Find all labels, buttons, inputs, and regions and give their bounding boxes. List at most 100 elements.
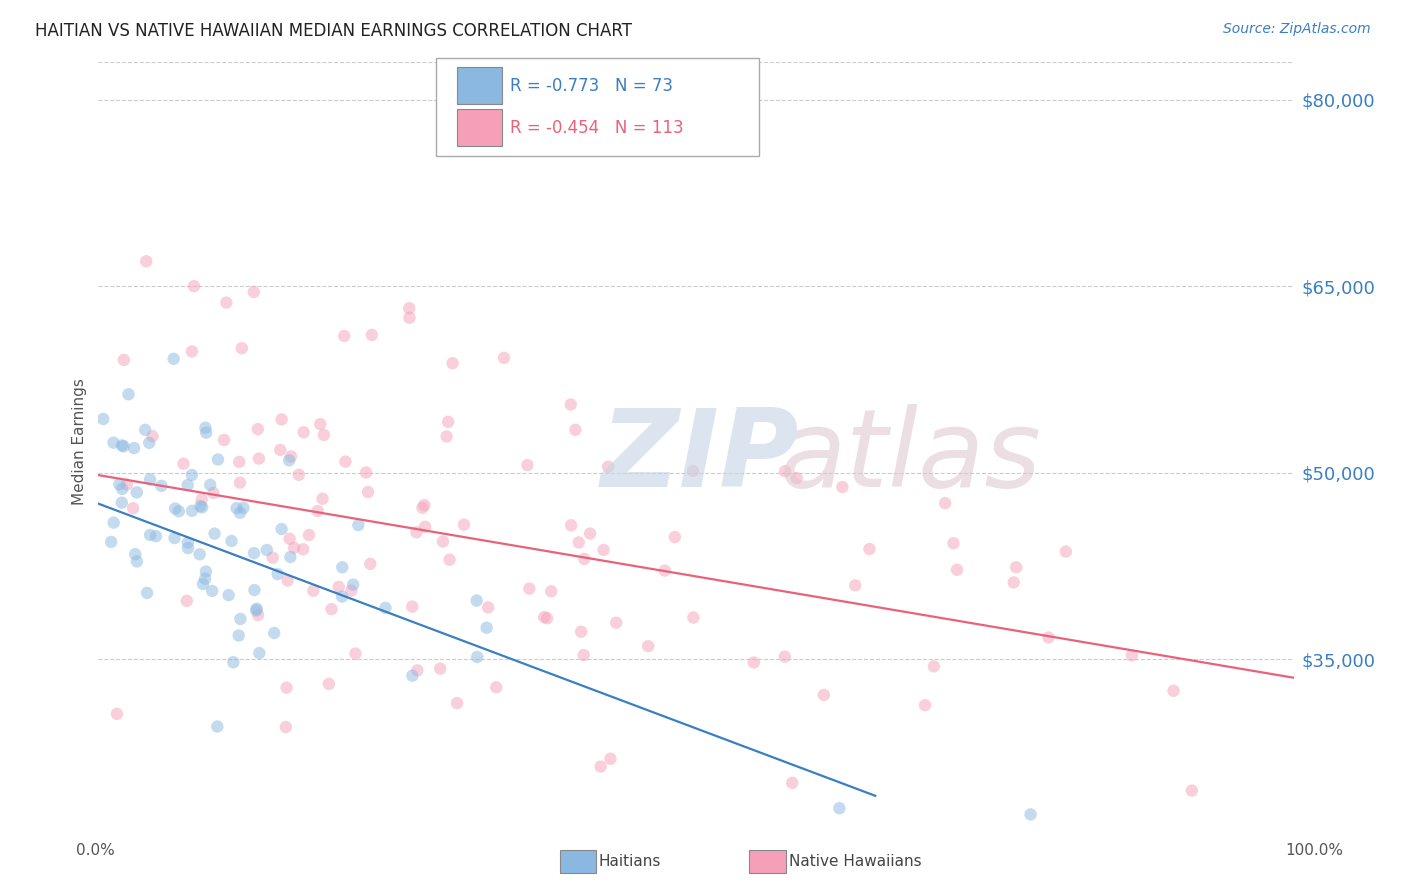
Point	[465, 593, 488, 607]
Point	[165, 501, 187, 516]
Text: Native Hawaiians: Native Hawaiians	[789, 855, 921, 869]
Point	[858, 541, 880, 556]
Point	[125, 554, 148, 568]
Point	[247, 607, 270, 622]
Point	[540, 584, 562, 599]
Point	[150, 479, 173, 493]
Point	[181, 504, 204, 518]
Point	[742, 656, 765, 670]
Point	[177, 478, 200, 492]
Point	[103, 516, 125, 530]
Point	[536, 611, 558, 625]
Point	[139, 528, 162, 542]
Point	[780, 776, 803, 790]
Point	[441, 356, 464, 370]
Point	[218, 588, 240, 602]
Point	[176, 594, 198, 608]
Point	[831, 480, 853, 494]
Point	[243, 583, 266, 598]
Point	[1019, 807, 1042, 822]
Point	[786, 471, 808, 485]
Point	[485, 681, 508, 695]
Point	[100, 535, 122, 549]
Point	[229, 475, 252, 490]
Point	[145, 529, 167, 543]
Point	[225, 501, 247, 516]
Point	[605, 615, 627, 630]
Point	[465, 650, 488, 665]
Point	[194, 572, 217, 586]
Point	[401, 668, 423, 682]
Point	[246, 601, 269, 615]
Point	[330, 590, 353, 604]
Point	[280, 450, 302, 464]
Point	[191, 500, 214, 515]
Point	[405, 525, 427, 540]
Point	[579, 526, 602, 541]
Point	[136, 586, 159, 600]
Point	[592, 543, 614, 558]
Point	[298, 528, 321, 542]
Point	[934, 496, 956, 510]
Point	[277, 574, 299, 588]
Point	[212, 433, 235, 447]
Point	[321, 602, 343, 616]
Point	[568, 535, 591, 549]
Text: HAITIAN VS NATIVE HAWAIIAN MEDIAN EARNINGS CORRELATION CHART: HAITIAN VS NATIVE HAWAIIAN MEDIAN EARNIN…	[35, 22, 633, 40]
Text: 100.0%: 100.0%	[1285, 843, 1344, 858]
Point	[245, 603, 267, 617]
Point	[125, 485, 148, 500]
Point	[411, 500, 433, 515]
Point	[922, 659, 945, 673]
Point	[1002, 575, 1025, 590]
Text: ZIP: ZIP	[600, 404, 799, 509]
Point	[91, 412, 114, 426]
Point	[228, 628, 250, 642]
Point	[654, 564, 676, 578]
Point	[475, 621, 498, 635]
Point	[191, 577, 214, 591]
Point	[190, 499, 212, 513]
Point	[139, 472, 162, 486]
Point	[564, 423, 586, 437]
Point	[172, 457, 194, 471]
Point	[243, 546, 266, 560]
Point	[517, 582, 540, 596]
Point	[1054, 544, 1077, 558]
Point	[167, 504, 190, 518]
Point	[574, 552, 596, 566]
Point	[335, 454, 357, 468]
Point	[135, 254, 157, 268]
Point	[664, 530, 686, 544]
Point	[477, 600, 499, 615]
Point	[302, 583, 325, 598]
Point	[359, 557, 381, 571]
Point	[276, 681, 298, 695]
Point	[360, 327, 382, 342]
Point	[274, 720, 297, 734]
Point	[432, 534, 454, 549]
Text: atlas: atlas	[779, 404, 1042, 509]
Point	[122, 441, 145, 455]
Point	[844, 578, 866, 592]
Point	[401, 599, 423, 614]
Point	[318, 677, 340, 691]
Point	[112, 352, 135, 367]
Point	[229, 506, 252, 520]
Point	[773, 464, 796, 478]
Point	[398, 301, 420, 316]
Point	[177, 535, 200, 549]
Point	[103, 435, 125, 450]
Point	[1038, 631, 1060, 645]
Point	[357, 485, 380, 500]
Point	[682, 610, 704, 624]
Point	[246, 422, 269, 436]
Point	[914, 698, 936, 713]
Point	[637, 639, 659, 653]
Point	[347, 518, 370, 533]
Point	[278, 453, 301, 467]
Point	[342, 577, 364, 591]
Point	[437, 415, 460, 429]
Point	[134, 423, 156, 437]
Point	[194, 565, 217, 579]
